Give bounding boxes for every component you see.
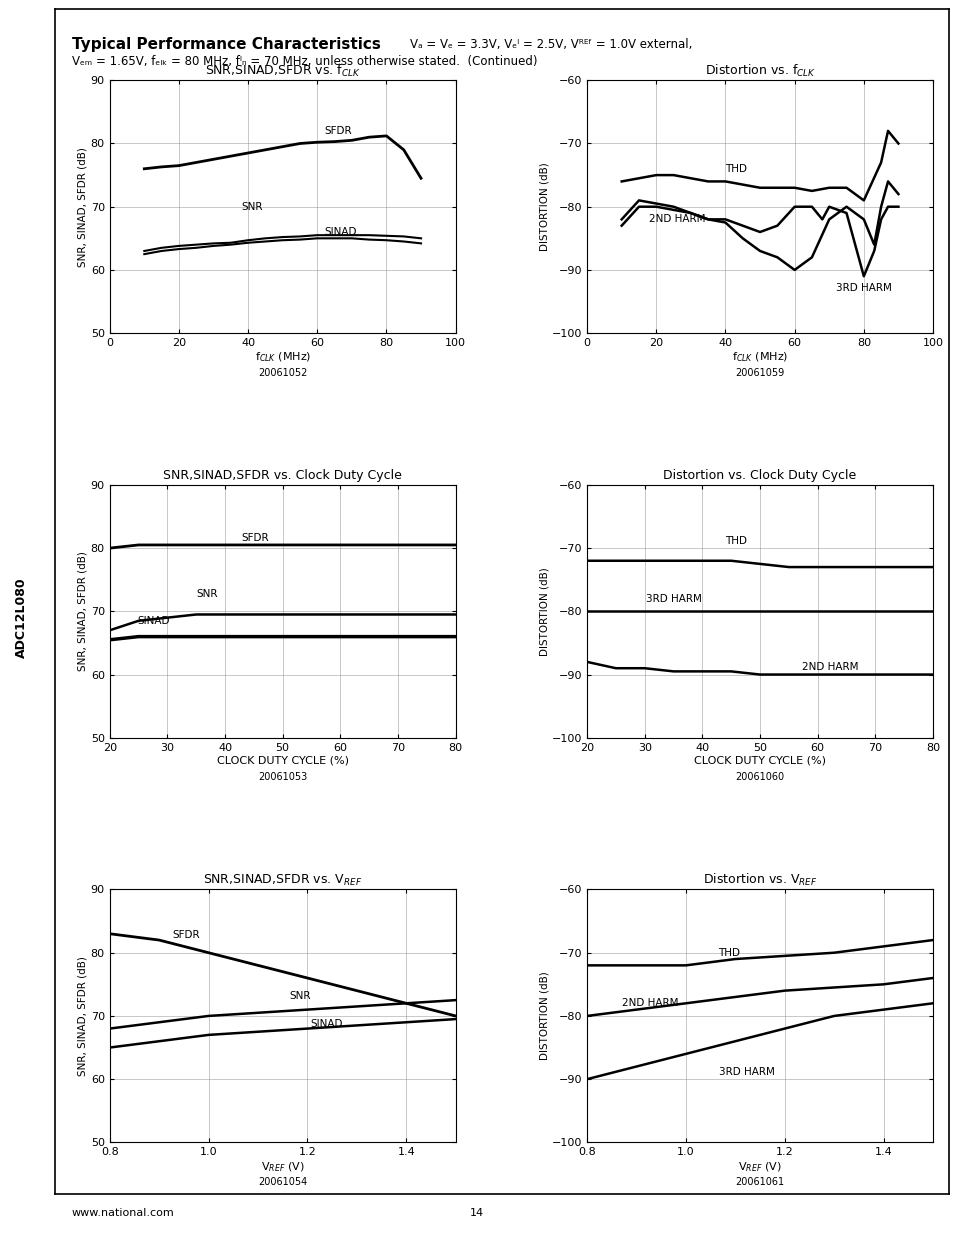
Text: THD: THD <box>724 164 746 174</box>
Text: 3RD HARM: 3RD HARM <box>835 283 891 293</box>
Text: SNR: SNR <box>290 990 311 1000</box>
Title: SNR,SINAD,SFDR vs. Clock Duty Cycle: SNR,SINAD,SFDR vs. Clock Duty Cycle <box>163 469 401 483</box>
X-axis label: f$_{CLK}$ (MHz): f$_{CLK}$ (MHz) <box>731 351 787 364</box>
Text: SNR: SNR <box>241 201 262 211</box>
Text: 2ND HARM: 2ND HARM <box>621 998 678 1008</box>
Text: 2ND HARM: 2ND HARM <box>649 215 705 225</box>
Y-axis label: DISTORTION (dB): DISTORTION (dB) <box>538 567 549 656</box>
Text: 20061052: 20061052 <box>257 368 307 378</box>
Text: 14: 14 <box>470 1208 483 1218</box>
Title: SNR,SINAD,SFDR vs. V$_{REF}$: SNR,SINAD,SFDR vs. V$_{REF}$ <box>203 873 362 888</box>
Text: 20061054: 20061054 <box>257 1177 307 1187</box>
X-axis label: V$_{REF}$ (V): V$_{REF}$ (V) <box>738 1160 781 1173</box>
Text: SFDR: SFDR <box>324 126 352 136</box>
Text: THD: THD <box>724 536 746 546</box>
Text: www.national.com: www.national.com <box>71 1208 174 1218</box>
Text: ADC12L080: ADC12L080 <box>14 577 28 658</box>
X-axis label: f$_{CLK}$ (MHz): f$_{CLK}$ (MHz) <box>254 351 311 364</box>
Text: 3RD HARM: 3RD HARM <box>718 1067 774 1077</box>
Text: SINAD: SINAD <box>137 616 170 626</box>
Y-axis label: DISTORTION (dB): DISTORTION (dB) <box>538 162 549 251</box>
Title: Distortion vs. Clock Duty Cycle: Distortion vs. Clock Duty Cycle <box>662 469 856 483</box>
Text: 20061059: 20061059 <box>735 368 784 378</box>
Title: Distortion vs. f$_{CLK}$: Distortion vs. f$_{CLK}$ <box>704 63 815 79</box>
X-axis label: V$_{REF}$ (V): V$_{REF}$ (V) <box>260 1160 304 1173</box>
Text: 20061061: 20061061 <box>735 1177 783 1187</box>
Text: Vₑₘ = 1.65V, fₑₗₖ = 80 MHz, fᴵₙ = 70 MHz, unless otherwise stated.  (Continued): Vₑₘ = 1.65V, fₑₗₖ = 80 MHz, fᴵₙ = 70 MHz… <box>71 56 537 68</box>
Y-axis label: SNR, SINAD, SFDR (dB): SNR, SINAD, SFDR (dB) <box>78 147 88 267</box>
Text: 20061053: 20061053 <box>257 772 307 782</box>
Text: 20061060: 20061060 <box>735 772 783 782</box>
Text: SINAD: SINAD <box>310 1019 342 1029</box>
Y-axis label: SNR, SINAD, SFDR (dB): SNR, SINAD, SFDR (dB) <box>78 956 88 1076</box>
Text: THD: THD <box>718 947 740 957</box>
Y-axis label: SNR, SINAD, SFDR (dB): SNR, SINAD, SFDR (dB) <box>78 551 88 672</box>
Text: SNR: SNR <box>196 589 217 599</box>
Text: Vₐ = Vₑ = 3.3V, Vₑᴵ = 2.5V, Vᴿᴱᶠ = 1.0V external,: Vₐ = Vₑ = 3.3V, Vₑᴵ = 2.5V, Vᴿᴱᶠ = 1.0V … <box>410 38 692 51</box>
Text: 2ND HARM: 2ND HARM <box>801 662 857 672</box>
Text: SFDR: SFDR <box>241 534 269 543</box>
Title: SNR,SINAD,SFDR vs. f$_{CLK}$: SNR,SINAD,SFDR vs. f$_{CLK}$ <box>205 63 360 79</box>
X-axis label: CLOCK DUTY CYCLE (%): CLOCK DUTY CYCLE (%) <box>694 756 825 766</box>
Text: 3RD HARM: 3RD HARM <box>645 594 701 604</box>
Text: Typical Performance Characteristics: Typical Performance Characteristics <box>71 37 380 52</box>
Y-axis label: DISTORTION (dB): DISTORTION (dB) <box>538 972 549 1061</box>
X-axis label: CLOCK DUTY CYCLE (%): CLOCK DUTY CYCLE (%) <box>216 756 348 766</box>
Text: SINAD: SINAD <box>324 227 356 237</box>
Title: Distortion vs. V$_{REF}$: Distortion vs. V$_{REF}$ <box>702 872 817 888</box>
Text: SFDR: SFDR <box>172 930 199 940</box>
